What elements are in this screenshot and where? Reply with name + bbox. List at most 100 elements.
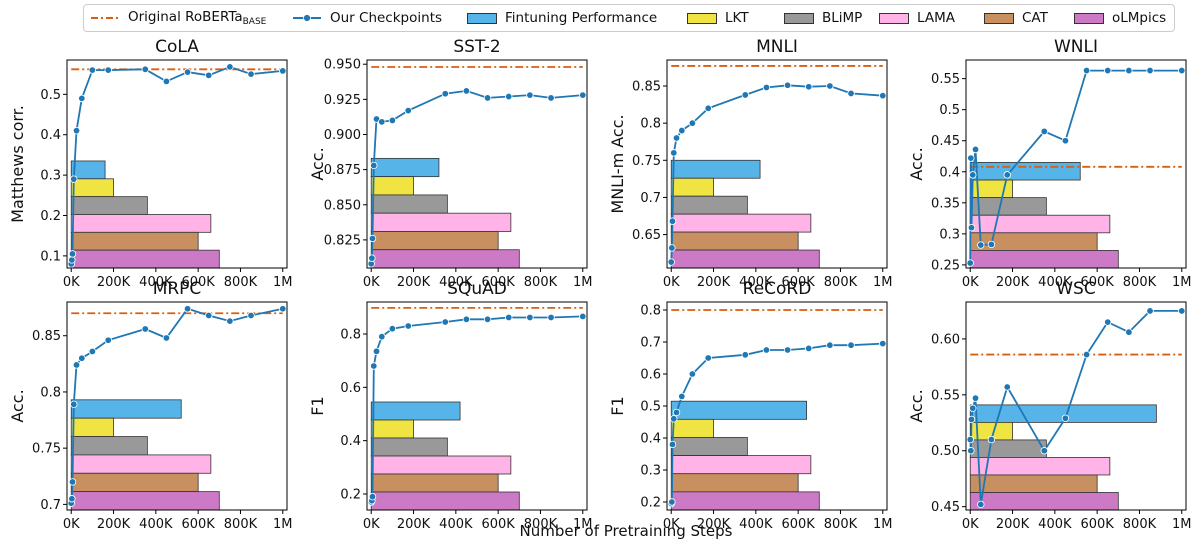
checkpoint-point (762, 83, 771, 92)
checkpoint-point (70, 400, 78, 409)
subplot-sst-2: 0.825 0.850 0.875 0.900 0.925 0.950 0K 200K 400K… (308, 37, 593, 290)
x-tick-label: 400K (1038, 517, 1072, 532)
x-tick-label: 800K (1123, 275, 1157, 290)
bar-blimp (370, 194, 448, 214)
legend-olmpics: oLMpics (1074, 5, 1166, 31)
checkpoint-point (805, 83, 813, 91)
checkpoint-point (805, 344, 813, 353)
bar-lkt (70, 178, 114, 198)
y-tick-label: 0.5 (40, 88, 61, 103)
checkpoint-point (1061, 414, 1070, 423)
checkpoint-point (462, 315, 471, 324)
y-tick-label: 0.3 (40, 169, 61, 184)
checkpoint-point (68, 495, 76, 503)
legend-checkpoints-label: Our Checkpoints (330, 10, 443, 26)
checkpoint-point (678, 392, 686, 401)
checkpoint-point (1146, 66, 1154, 75)
x-tick-label: 1M (273, 517, 293, 532)
bar-olmpics (670, 491, 820, 511)
checkpoint-point (368, 234, 377, 243)
x-tick-label: 600K (181, 275, 215, 290)
checkpoint-point (104, 66, 112, 74)
checkpoint-point (78, 354, 86, 362)
subplot-title: SST-2 (453, 37, 500, 57)
bar-cat (670, 231, 799, 251)
x-tick-label: 0K (363, 517, 380, 532)
checkpoint-point (847, 89, 855, 98)
checkpoint-point (1178, 66, 1186, 75)
axes-frame (666, 59, 888, 269)
checkpoint-point (372, 347, 381, 356)
x-tick-label: 600K (1080, 517, 1114, 532)
checkpoint-point (668, 217, 677, 225)
y-tick-label: 0.4 (640, 432, 661, 447)
checkpoint-point (526, 91, 534, 99)
checkpoint-point (1104, 318, 1112, 326)
legend-cat-label: CAT (1022, 10, 1048, 26)
checkpoint-point (547, 94, 555, 102)
checkpoint-point (688, 370, 697, 378)
bar-lama (969, 457, 1111, 476)
x-tick-label: 600K (781, 517, 815, 532)
x-tick-label: 400K (739, 517, 773, 532)
checkpoint-point (672, 408, 681, 417)
subplot-cola: 0.1 0.2 0.3 0.4 0.5 0K 200K 400K 600K 800K 1M CoLA M… (8, 37, 293, 290)
y-tick-label: 0.7 (640, 336, 661, 351)
checkpoint-point (987, 435, 996, 444)
y-tick-label: 0.8 (340, 328, 361, 343)
checkpoint-point (668, 440, 677, 449)
y-tick-label: 0.8 (40, 385, 61, 400)
checkpoint-point (668, 498, 676, 506)
checkpoint-point (678, 126, 686, 135)
checkpoint-point (741, 351, 749, 359)
x-tick-label: 800K (524, 517, 558, 532)
checkpoint-point (141, 65, 149, 73)
x-tick-label: 400K (439, 275, 473, 290)
bar-olmpics (969, 250, 1119, 269)
checkpoint-point (1082, 66, 1091, 75)
checkpoint-point (505, 92, 513, 101)
bar-blimp (969, 439, 1047, 458)
y-axis-label: Acc. (907, 147, 926, 180)
olmpics-patch-icon (1074, 12, 1104, 24)
checkpoint-point (1003, 383, 1011, 391)
subplot-title: MRPC (153, 279, 202, 299)
y-axis-label: Acc. (308, 147, 327, 180)
lama-patch-icon (879, 12, 909, 24)
checkpoint-point (404, 322, 412, 330)
bar-olmpics (370, 491, 520, 511)
bar-cat (370, 473, 499, 493)
y-tick-label: 0.6 (340, 381, 361, 396)
bar-finetuning (370, 401, 461, 421)
bar-lama (370, 455, 512, 475)
bar-olmpics (70, 249, 220, 269)
legend-blimp: BLiMP (784, 5, 862, 31)
subplot-title: SQuAD (447, 279, 507, 299)
checkpoint-point (162, 334, 171, 342)
subplot-wnli: 0.25 0.3 0.35 0.4 0.45 0.5 0.55 0K 200K 400K 600K 8… (907, 37, 1192, 290)
y-tick-label: 0.75 (632, 154, 661, 169)
checkpoint-point (826, 82, 834, 90)
checkpoint-point (88, 66, 97, 74)
bar-olmpics (70, 491, 220, 511)
x-tick-label: 200K (397, 517, 431, 532)
axes-frame (366, 59, 588, 269)
subplot-record: 0.2 0.3 0.4 0.5 0.6 0.7 0.8 0K 200K 400K 600K 800K 1… (608, 279, 893, 532)
checkpoint-point (1082, 350, 1091, 359)
checkpoint-point (68, 478, 77, 486)
x-tick-label: 1M (1172, 275, 1192, 290)
y-tick-label: 0.45 (931, 134, 960, 149)
checkpoint-point (441, 318, 449, 326)
checkpoint-point (505, 313, 513, 322)
y-tick-label: 0.5 (640, 400, 661, 415)
subplot-title: WNLI (1054, 37, 1098, 57)
y-tick-label: 0.875 (324, 163, 361, 178)
checkpoint-point (579, 91, 587, 99)
checkpoint-point (741, 91, 749, 99)
checkpoint-point (78, 94, 86, 103)
axes-frame (965, 59, 1187, 269)
checkpoint-point (966, 435, 974, 444)
bar-lama (70, 454, 212, 474)
bar-lama (370, 212, 512, 232)
checkpoint-point (967, 447, 975, 455)
